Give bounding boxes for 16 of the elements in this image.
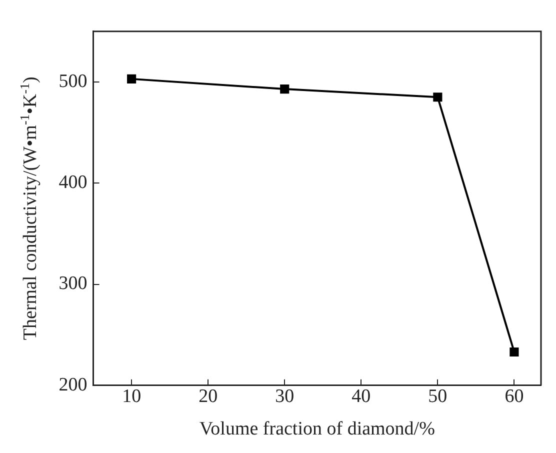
- point: [280, 84, 290, 94]
- x-tick-label: 10: [122, 386, 142, 407]
- y-tick-label: 500: [58, 70, 88, 92]
- x-axis-title: Volume fraction of diamond/%: [199, 418, 436, 440]
- y-axis-title: Thermal conductivity/(W•m-1•K-1): [17, 76, 41, 340]
- point: [510, 347, 519, 357]
- x-tick-label: 50: [428, 386, 448, 407]
- x-tick-label: 30: [275, 386, 294, 407]
- y-tick-label: 400: [58, 172, 88, 194]
- y-tick-label: 200: [58, 374, 88, 396]
- point: [127, 74, 136, 84]
- x-tick-label: 60: [504, 386, 524, 407]
- x-tick-label: 40: [352, 386, 371, 407]
- x-tick-label: 20: [198, 386, 218, 407]
- y-tick-label: 300: [58, 273, 88, 294]
- point: [433, 92, 442, 102]
